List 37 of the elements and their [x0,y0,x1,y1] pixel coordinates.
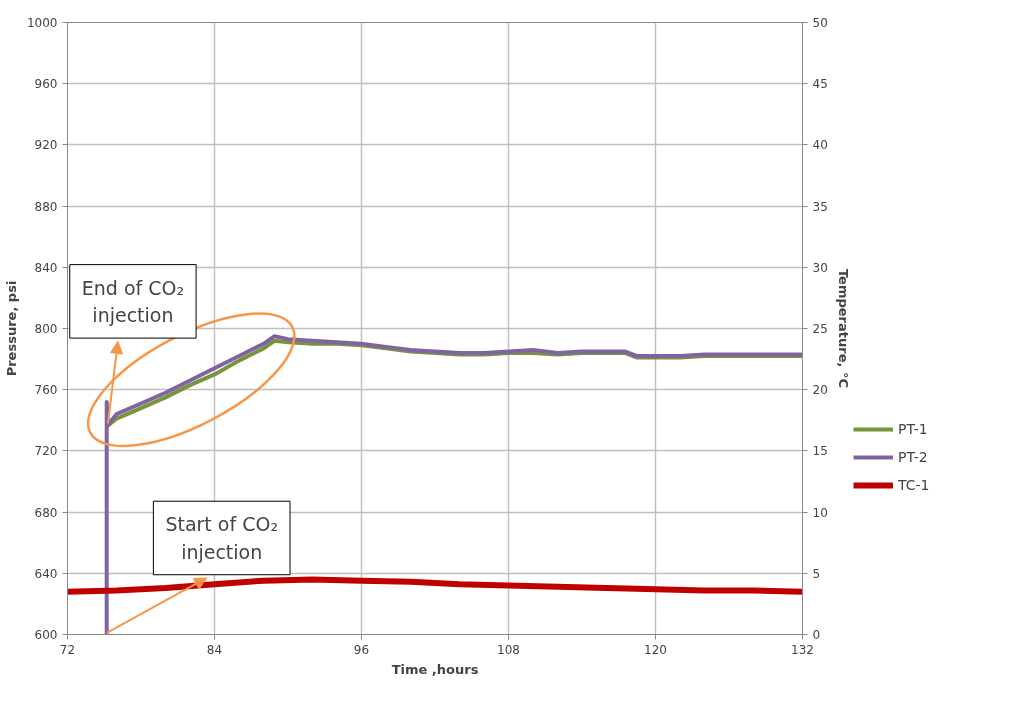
x-tick-label: 72 [59,642,76,657]
y2-tick-label: 45 [812,77,828,92]
y2-axis-title: Temperature, °C [835,268,851,389]
y-tick-label: 800 [34,322,58,336]
y2-tick-label: 20 [812,383,828,398]
y2-tick-label: 5 [812,566,821,581]
y-tick-label: 680 [34,505,58,520]
y-tick-label: 720 [34,444,58,459]
x-tick-label: 108 [497,642,520,657]
y-tick-label: 760 [34,383,58,398]
annotation: Start of CO₂ injection [165,513,279,563]
y2-tick-label: 30 [812,260,828,275]
y-tick-label: 880 [34,199,58,214]
y-tick-label: 920 [34,138,58,153]
y2-tick-label: 40 [812,138,828,153]
y-axis-title: Pressure, psi [3,280,19,377]
y-tick-label: 1000 [26,16,58,30]
legend-label: TC-1 [898,477,930,493]
y-tick-label: 840 [34,260,58,275]
line-series [104,334,803,635]
x-tick-label: 96 [353,642,370,657]
annotation: End of CO₂ injection [81,276,185,327]
y-tick-label: 600 [34,628,58,642]
y2-tick-label: 15 [812,444,828,459]
y-tick-label: 960 [34,77,58,92]
x-tick-label: 120 [644,642,667,657]
legend-label: PT-2 [898,449,928,465]
y2-tick-label: 35 [812,199,828,214]
x-tick-label: 84 [206,642,223,657]
y2-tick-label: 25 [812,322,828,336]
y2-tick-label: 10 [812,505,828,520]
y2-tick-label: 50 [812,16,828,30]
y-tick-label: 640 [34,566,58,581]
legend-label: PT-1 [898,421,928,437]
y2-tick-label: 0 [812,628,821,642]
x-axis-title: Time ,hours [391,661,479,677]
x-tick-label: 132 [791,642,814,657]
